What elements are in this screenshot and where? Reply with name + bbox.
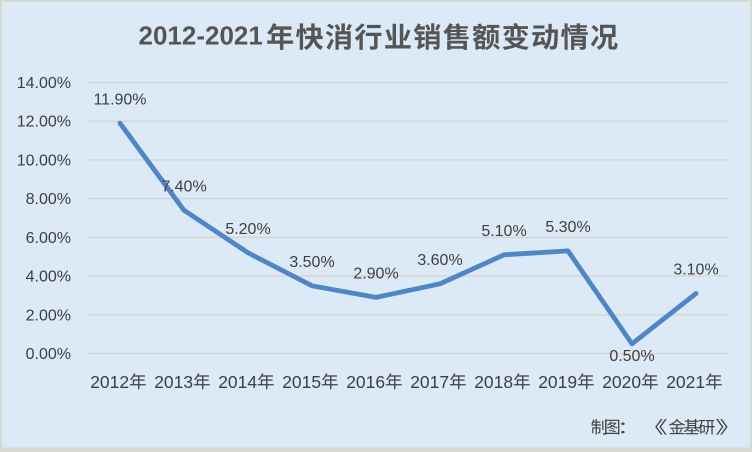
svg-text:2014: 2014 (218, 372, 257, 392)
svg-text:3.50%: 3.50% (289, 254, 334, 271)
svg-text:12.00%: 12.00% (17, 114, 71, 131)
svg-text:5.10%: 5.10% (481, 223, 526, 240)
svg-text:2020: 2020 (602, 372, 641, 392)
svg-text:2019: 2019 (538, 372, 577, 392)
svg-text:2018: 2018 (474, 372, 513, 392)
svg-text:10.00%: 10.00% (17, 152, 71, 169)
svg-text:2.00%: 2.00% (26, 307, 71, 324)
svg-text:8.00%: 8.00% (26, 191, 71, 208)
svg-text:7.40%: 7.40% (161, 178, 206, 195)
svg-text:0.00%: 0.00% (26, 346, 71, 363)
svg-text:11.90%: 11.90% (93, 91, 146, 108)
svg-text:6.00%: 6.00% (26, 230, 71, 247)
svg-text:2021: 2021 (666, 372, 705, 392)
svg-text:3.10%: 3.10% (673, 262, 718, 279)
svg-text:2012: 2012 (90, 372, 129, 392)
svg-text:14.00%: 14.00% (17, 75, 71, 92)
svg-text:2012-2021: 2012-2021 (139, 21, 263, 51)
svg-text:0.50%: 0.50% (609, 348, 654, 365)
svg-text:2015: 2015 (282, 372, 321, 392)
svg-text:2016: 2016 (346, 372, 385, 392)
svg-text:5.30%: 5.30% (545, 219, 590, 236)
svg-text:4.00%: 4.00% (26, 269, 71, 286)
svg-text:5.20%: 5.20% (225, 221, 270, 238)
svg-text:3.60%: 3.60% (417, 252, 462, 269)
svg-text:2.90%: 2.90% (353, 266, 398, 283)
svg-text:2013: 2013 (154, 372, 193, 392)
svg-text:2017: 2017 (410, 372, 449, 392)
